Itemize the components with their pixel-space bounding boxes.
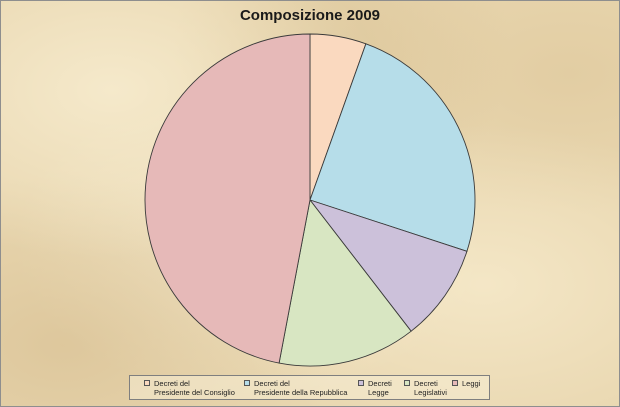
legend-label-decreti-presidente-repubblica: Decreti del Presidente della Repubblica <box>254 379 348 397</box>
legend-swatch-decreti-presidente-repubblica <box>244 380 250 386</box>
legend-label-decreti-legislativi: Decreti Legislativi <box>414 379 447 397</box>
legend-label-leggi: Leggi <box>462 379 481 388</box>
legend-swatch-decreti-presidente-consiglio <box>144 380 150 386</box>
pie-slice-5 <box>144 33 311 364</box>
legend-swatch-decreti-legge <box>358 380 364 386</box>
legend-label-decreti-legge: Decreti Legge <box>368 379 392 397</box>
pie-slice-4 <box>278 198 412 367</box>
pie-slice-3 <box>308 199 468 332</box>
pie-slice-2 <box>309 43 476 252</box>
legend-swatch-decreti-legislativi <box>404 380 410 386</box>
legend-label-decreti-presidente-consiglio: Decreti del Presidente del Consiglio <box>154 379 235 397</box>
legend: Decreti del Presidente del Consiglio Dec… <box>129 375 490 400</box>
chart-title: Composizione 2009 <box>239 7 381 24</box>
legend-swatch-leggi <box>452 380 458 386</box>
